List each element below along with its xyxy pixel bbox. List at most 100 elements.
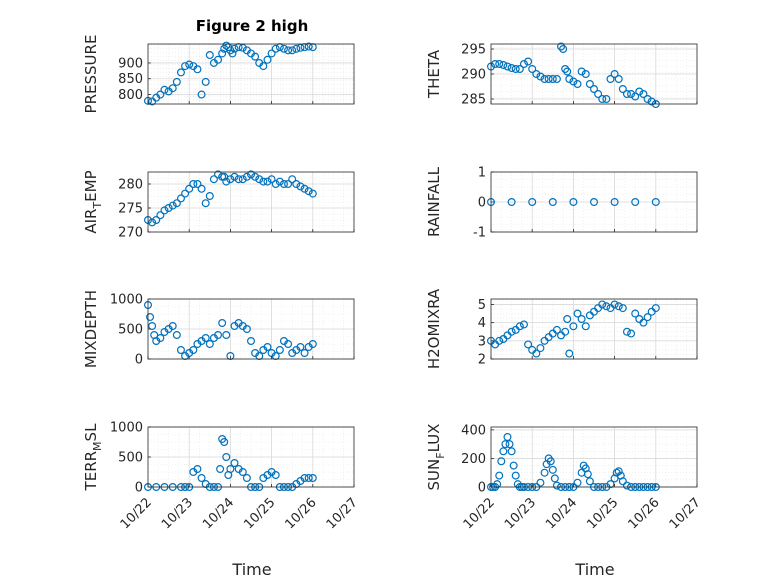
data-point: [263, 55, 272, 64]
data-point: [214, 331, 223, 340]
x-tick-label: 10/25: [584, 495, 621, 532]
data-point: [172, 331, 181, 340]
data-point: [189, 180, 198, 189]
data-point: [631, 309, 640, 318]
data-point: [156, 334, 165, 343]
data-point: [493, 480, 502, 489]
data-point: [201, 77, 210, 86]
data-point: [251, 172, 260, 181]
data-point: [594, 89, 603, 98]
data-point: [606, 304, 615, 313]
data-point: [251, 52, 260, 61]
data-point: [503, 433, 512, 442]
data-point: [222, 331, 231, 340]
data-point: [238, 175, 247, 184]
data-point: [561, 327, 570, 336]
data-point: [610, 198, 619, 207]
y-tick-label: 2: [478, 353, 486, 368]
data-point: [214, 55, 223, 64]
data-point: [499, 60, 508, 69]
data-point: [230, 172, 239, 181]
data-point: [168, 84, 177, 93]
data-point: [296, 182, 305, 191]
data-point: [275, 43, 284, 52]
axes-box: [490, 298, 698, 360]
data-point: [279, 44, 288, 53]
data-point: [292, 44, 301, 53]
data-point: [557, 42, 566, 51]
y-tick-label: 800: [118, 88, 143, 103]
data-point: [197, 184, 206, 193]
data-point: [197, 90, 206, 99]
y-tick-label: 1000: [110, 293, 143, 308]
data-point: [205, 51, 214, 60]
x-tick-label: 10/23: [159, 495, 196, 532]
data-point: [569, 322, 578, 331]
data-point: [216, 465, 225, 474]
data-point: [573, 478, 582, 487]
data-point: [589, 198, 598, 207]
data-point: [226, 465, 235, 474]
data-point: [242, 474, 251, 483]
data-point: [647, 97, 656, 106]
x-tick-label: 10/27: [324, 495, 361, 532]
data-point: [181, 189, 190, 198]
subplot-theta: 285 290 295 THETA: [425, 42, 698, 108]
data-point: [507, 447, 516, 456]
x-tick-label: 10/23: [502, 495, 539, 532]
data-point: [507, 63, 516, 72]
data-point: [156, 211, 165, 220]
data-point: [559, 44, 568, 53]
y-tick-label: 0: [478, 196, 486, 211]
data-point: [242, 172, 251, 181]
data-point: [491, 59, 500, 68]
data-point: [552, 481, 561, 490]
data-point: [647, 307, 656, 316]
x-tick-label: 10/27: [667, 495, 704, 532]
data-point: [247, 337, 256, 346]
y-tick-label: 900: [118, 56, 143, 71]
data-point: [515, 64, 524, 73]
data-point: [573, 79, 582, 88]
data-point: [497, 457, 506, 466]
data-point: [271, 180, 280, 189]
data-point: [267, 175, 276, 184]
data-point: [292, 180, 301, 189]
data-point: [563, 67, 572, 76]
data-point: [275, 177, 284, 186]
subplot-mixdepth: 0 500 1000 MIXDEPTH: [82, 290, 355, 368]
data-point: [259, 177, 268, 186]
axes-box: [490, 426, 698, 488]
data-point: [594, 304, 603, 313]
data-point: [622, 481, 631, 490]
data-point: [627, 329, 636, 338]
data-point: [528, 198, 537, 207]
data-point: [546, 457, 555, 466]
data-point: [581, 69, 590, 78]
data-point: [201, 199, 210, 208]
data-point: [284, 340, 293, 349]
data-point: [205, 192, 214, 201]
data-point: [618, 304, 627, 313]
data-point: [524, 57, 533, 66]
x-tick-label: 10/24: [543, 495, 580, 532]
data-point: [499, 335, 508, 344]
data-point: [548, 74, 557, 83]
data-point: [304, 42, 313, 51]
y-tick-label: -1: [473, 226, 486, 241]
y-axis-label: MIXDEPTH: [82, 290, 100, 368]
data-point: [585, 477, 594, 486]
y-tick-label: 275: [118, 202, 143, 217]
data-point: [491, 340, 500, 349]
x-tick-label: 10/26: [626, 495, 663, 532]
data-point: [519, 320, 528, 329]
data-point: [181, 62, 190, 71]
data-point: [247, 170, 256, 179]
data-point: [288, 175, 297, 184]
data-point: [585, 79, 594, 88]
data-point: [220, 438, 229, 447]
data-point: [201, 334, 210, 343]
x-tick-label: 10/22: [461, 495, 498, 532]
data-point: [618, 84, 627, 93]
y-tick-label: 0: [135, 481, 143, 496]
